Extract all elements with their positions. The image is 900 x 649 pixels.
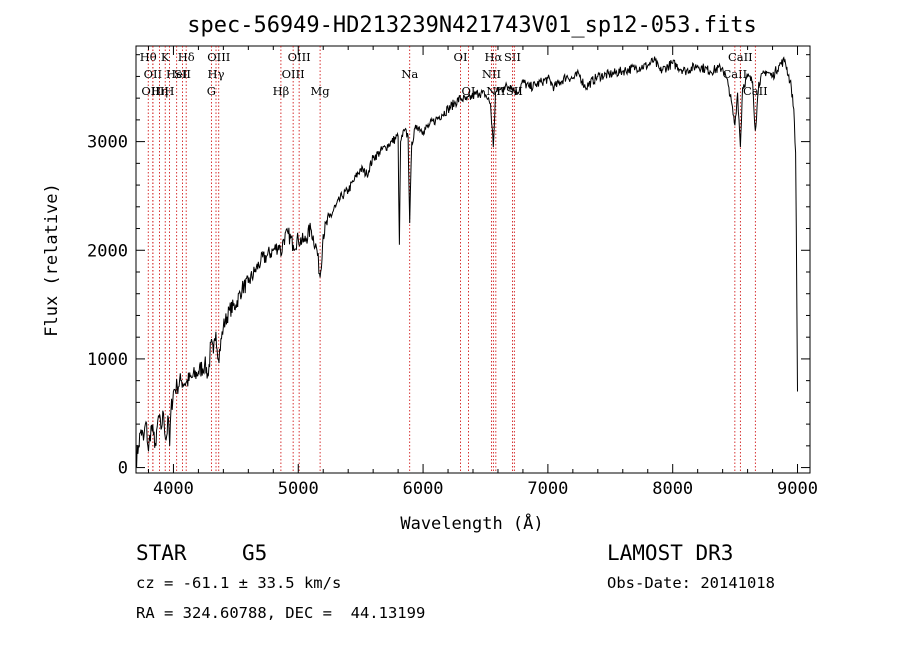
spectrum-chart: spec-56949-HD213239N421743V01_sp12-053.f…: [42, 13, 818, 534]
marker-label-16: Na: [401, 67, 418, 81]
object-class: STAR: [136, 541, 187, 565]
marker-label-12: Hβ: [273, 84, 290, 98]
x-tick-label-4: 8000: [652, 479, 693, 499]
marker-label-13: OIII: [282, 67, 305, 81]
y-axis-label: Flux (relative): [42, 183, 62, 337]
x-axis-label: Wavelength (Å): [400, 512, 543, 534]
marker-label-7: SII: [174, 67, 191, 81]
marker-label-24: CaII: [722, 67, 747, 81]
axis-ticks: 4000 5000 6000 7000 8000 9000 0 1000 2000 3000: [87, 46, 818, 499]
marker-label-11: OIII: [207, 50, 230, 64]
x-tick-label-3: 7000: [527, 479, 568, 499]
marker-label-9: G: [207, 84, 216, 98]
marker-label-10: Hγ: [208, 67, 225, 81]
marker-label-17: OI: [454, 50, 468, 64]
y-tick-label-3: 3000: [87, 133, 128, 153]
x-tick-label-5: 9000: [777, 479, 818, 499]
x-tick-label-1: 5000: [278, 479, 319, 499]
marker-label-3: Hη: [151, 84, 168, 98]
marker-label-22: SII: [504, 50, 521, 64]
x-tick-label-2: 6000: [403, 479, 444, 499]
marker-label-26: CaII: [743, 84, 768, 98]
plot-frame: [135, 45, 811, 474]
marker-label-8: Hδ: [178, 50, 195, 64]
coordinates-text: RA = 324.60788, DEC = 44.13199: [136, 604, 426, 622]
flux-series-line: [135, 56, 798, 468]
y-tick-label-2: 2000: [87, 241, 128, 261]
marker-label-14: OIII: [288, 50, 311, 64]
obs-date-text: Obs-Date: 20141018: [607, 574, 775, 592]
chart-title: spec-56949-HD213239N421743V01_sp12-053.f…: [187, 13, 757, 38]
redshift-text: cz = -61.1 ± 33.5 km/s: [136, 574, 342, 592]
line-markers: HθOIIOIIIHηKHHeISIIHδGHγOIIIHβOIIIOIIIMg…: [140, 46, 768, 473]
marker-label-4: K: [161, 50, 170, 64]
marker-label-5: H: [164, 84, 174, 98]
marker-label-0: Hθ: [140, 50, 157, 64]
x-tick-label-0: 4000: [153, 479, 194, 499]
marker-label-2: OIII: [141, 84, 164, 98]
survey-name: LAMOST DR3: [607, 541, 734, 565]
marker-label-20: Hα: [484, 50, 502, 64]
y-tick-label-1: 1000: [87, 350, 128, 370]
y-tick-label-0: 0: [118, 459, 128, 479]
marker-label-19: NII: [482, 67, 501, 81]
object-subclass: G5: [242, 541, 268, 565]
marker-label-25: CaII: [728, 50, 753, 64]
marker-label-15: Mg: [311, 84, 331, 98]
